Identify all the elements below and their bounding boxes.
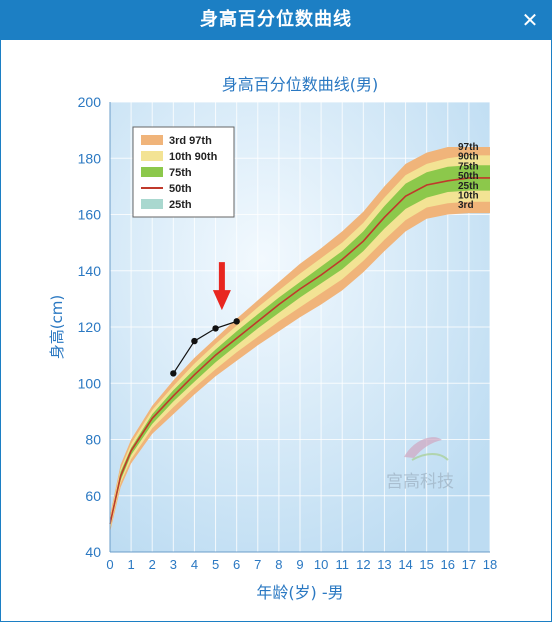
x-axis-title: 年龄(岁) -男 — [256, 583, 343, 602]
percentile-label-75th: 75th — [458, 161, 479, 172]
measurement-point — [170, 370, 177, 377]
legend-swatch — [141, 151, 163, 161]
close-button[interactable]: ✕ — [521, 8, 539, 32]
x-tick-label: 3 — [170, 557, 177, 572]
x-tick-label: 8 — [275, 557, 282, 572]
x-tick-label: 14 — [398, 557, 412, 572]
x-tick-label: 6 — [233, 557, 240, 572]
y-tick-label: 60 — [85, 488, 101, 504]
legend-label: 3rd 97th — [169, 135, 212, 147]
legend-label: 25th — [169, 199, 192, 211]
legend-swatch — [141, 199, 163, 209]
y-tick-label: 200 — [78, 94, 102, 110]
x-tick-label: 17 — [462, 557, 476, 572]
x-tick-label: 9 — [296, 557, 303, 572]
title-bar: 身高百分位数曲线 ✕ — [0, 0, 552, 40]
y-tick-label: 100 — [78, 375, 102, 391]
y-tick-label: 120 — [78, 319, 102, 335]
watermark-text: 宫高科技 — [386, 472, 454, 492]
legend-swatch — [141, 167, 163, 177]
legend-label: 75th — [169, 167, 192, 179]
y-axis-title: 身高(cm) — [48, 295, 66, 360]
measurement-point — [212, 325, 219, 332]
window-title: 身高百分位数曲线 — [200, 9, 352, 30]
legend-swatch — [141, 135, 163, 145]
y-tick-label: 80 — [85, 432, 101, 448]
y-tick-label: 160 — [78, 207, 102, 223]
x-tick-label: 15 — [419, 557, 433, 572]
percentile-label-97th: 97th — [458, 142, 479, 153]
x-tick-label: 12 — [356, 557, 370, 572]
band-10th-90th — [110, 155, 490, 530]
percentile-label-90th: 90th — [458, 152, 479, 163]
x-tick-label: 0 — [106, 557, 113, 572]
legend-label: 10th 90th — [169, 151, 218, 163]
chart-title: 身高百分位数曲线(男) — [222, 75, 379, 94]
y-tick-label: 140 — [78, 263, 102, 279]
measurement-line — [172, 320, 237, 374]
y-tick-label: 40 — [85, 544, 101, 560]
x-tick-label: 16 — [441, 557, 455, 572]
legend-label: 50th — [169, 183, 192, 195]
percentile-label-50th: 50th — [458, 171, 479, 182]
x-tick-label: 1 — [127, 557, 134, 572]
x-tick-label: 13 — [377, 557, 391, 572]
median-line-50th — [109, 177, 490, 525]
x-tick-label: 5 — [212, 557, 219, 572]
x-tick-label: 11 — [335, 557, 349, 572]
x-tick-label: 7 — [254, 557, 261, 572]
percentile-label-10th: 10th — [458, 191, 479, 202]
red-arrow-marker — [212, 262, 231, 311]
y-tick-label: 180 — [78, 150, 102, 166]
measurement-point — [233, 318, 240, 325]
x-tick-label: 2 — [149, 557, 156, 572]
watermark-logo-icon — [404, 437, 442, 458]
percentile-label-25th: 25th — [458, 181, 479, 192]
x-tick-label: 18 — [483, 557, 497, 572]
x-tick-label: 10 — [314, 557, 328, 572]
percentile-label-3rd: 3rd — [458, 200, 474, 211]
watermark-logo-swoosh — [411, 453, 449, 461]
measurement-point — [191, 337, 198, 345]
growth-chart: 0 1 2 3 4 5 6 7 8 9 10 11 12 13 14 15 16 17 18406080100120… — [48, 75, 497, 602]
x-tick-label: 4 — [191, 557, 198, 572]
